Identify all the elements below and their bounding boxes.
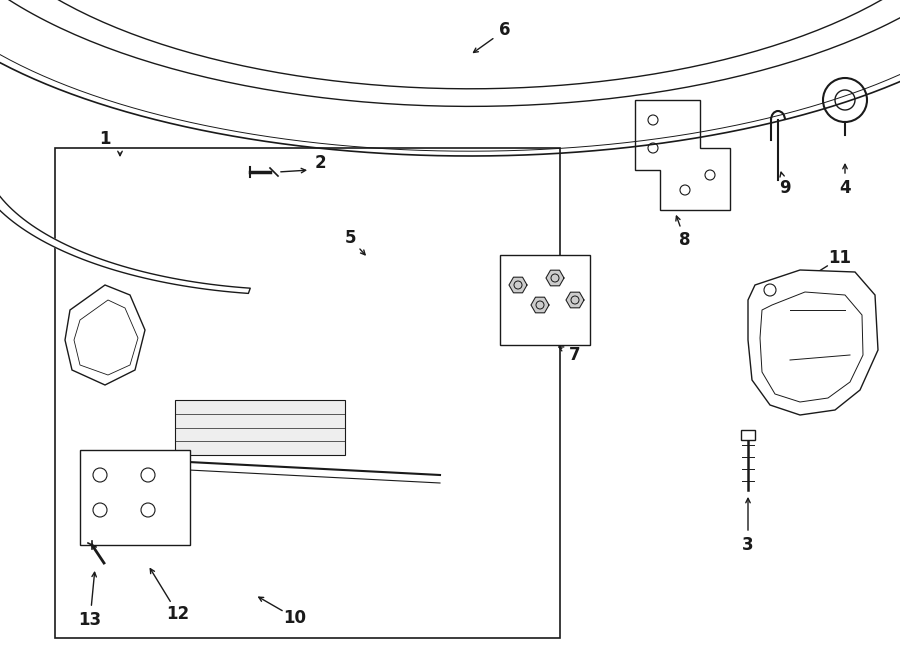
- Text: 2: 2: [315, 154, 327, 172]
- Text: 3: 3: [742, 536, 754, 554]
- Bar: [175, 400, 345, 455]
- Text: 13: 13: [78, 611, 102, 629]
- Text: 6: 6: [500, 21, 511, 39]
- Text: 12: 12: [166, 605, 190, 623]
- Text: 9: 9: [779, 179, 791, 197]
- Text: 5: 5: [344, 229, 356, 247]
- Bar: [80, 450, 190, 545]
- Polygon shape: [748, 270, 878, 415]
- Text: 11: 11: [829, 249, 851, 267]
- Bar: [741, 430, 755, 440]
- Polygon shape: [531, 297, 549, 313]
- Polygon shape: [65, 285, 145, 385]
- Text: 4: 4: [839, 179, 850, 197]
- Bar: [500, 255, 590, 345]
- Polygon shape: [760, 292, 863, 402]
- Text: 1: 1: [99, 130, 111, 148]
- Text: 7: 7: [569, 346, 580, 364]
- Polygon shape: [0, 172, 250, 293]
- Bar: [55, 148, 560, 638]
- Text: 8: 8: [680, 231, 691, 249]
- Text: 10: 10: [284, 609, 307, 627]
- Polygon shape: [635, 100, 730, 210]
- Polygon shape: [0, 0, 900, 106]
- Polygon shape: [546, 270, 564, 286]
- Polygon shape: [509, 277, 527, 293]
- Polygon shape: [566, 292, 584, 308]
